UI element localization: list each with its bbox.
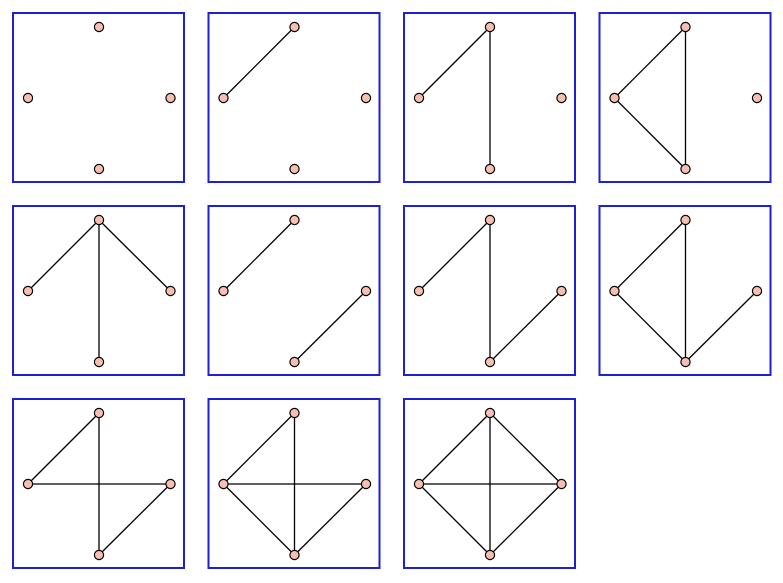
node-bottom <box>289 356 300 368</box>
edge-left-top <box>614 26 686 99</box>
node-right <box>556 285 567 297</box>
node-right <box>556 92 567 104</box>
graph-panel-9 <box>12 398 185 569</box>
node-right <box>360 478 372 490</box>
edge-left-top <box>223 412 295 485</box>
node-bottom <box>484 163 496 175</box>
panel-frame <box>207 205 381 376</box>
edge-left-top <box>614 219 686 292</box>
node-right <box>165 478 176 490</box>
node-top <box>484 214 496 226</box>
edge-left-top <box>418 219 491 292</box>
edge-bottom-right <box>489 483 562 556</box>
edge-left-bottom <box>223 483 295 556</box>
node-left <box>609 285 620 297</box>
edge-bottom-right <box>98 483 171 556</box>
node-right <box>751 92 763 104</box>
node-bottom <box>484 356 496 368</box>
node-bottom <box>93 356 105 368</box>
edge-left-bottom <box>614 290 686 363</box>
node-top <box>289 21 300 33</box>
node-top <box>289 407 300 419</box>
node-right <box>165 285 176 297</box>
edge-left-bottom <box>418 483 491 556</box>
node-right <box>360 285 372 297</box>
edge-left-top <box>27 412 100 485</box>
edge-bottom-right <box>489 290 562 363</box>
panel-frame <box>12 12 185 183</box>
node-right <box>556 478 567 490</box>
graph-panel-6 <box>207 205 381 376</box>
node-bottom <box>93 549 105 561</box>
node-bottom <box>289 163 300 175</box>
node-top <box>484 407 496 419</box>
graph-panel-4 <box>598 12 772 183</box>
edge-left-top <box>418 412 491 485</box>
node-left <box>22 285 34 297</box>
edge-left-top <box>418 26 491 99</box>
edge-top-right <box>98 219 171 292</box>
node-right <box>751 285 763 297</box>
node-right <box>360 92 372 104</box>
node-left <box>218 285 229 297</box>
node-left <box>22 92 34 104</box>
node-top <box>93 21 105 33</box>
node-bottom <box>680 163 691 175</box>
graph-panel-5 <box>12 205 185 376</box>
node-top <box>680 21 691 33</box>
edge-left-top <box>27 219 100 292</box>
node-bottom <box>484 549 496 561</box>
panel-frame <box>207 12 381 183</box>
graph-panel-7 <box>403 205 576 376</box>
node-bottom <box>93 163 105 175</box>
edge-bottom-right <box>294 290 367 363</box>
edge-left-bottom <box>614 97 686 170</box>
edge-left-top <box>223 26 295 99</box>
edge-left-top <box>223 219 295 292</box>
node-top <box>484 21 496 33</box>
graph-panel-10 <box>207 398 381 569</box>
edge-bottom-right <box>685 290 758 363</box>
graph-panel-2 <box>207 12 381 183</box>
node-top <box>93 214 105 226</box>
edge-bottom-right <box>294 483 367 556</box>
node-top <box>93 407 105 419</box>
node-left <box>218 92 229 104</box>
graph-panel-8 <box>598 205 772 376</box>
node-bottom <box>680 356 691 368</box>
node-bottom <box>289 549 300 561</box>
graph-panel-3 <box>403 12 576 183</box>
node-left <box>413 92 425 104</box>
node-top <box>289 214 300 226</box>
node-left <box>218 478 229 490</box>
node-left <box>22 478 34 490</box>
node-left <box>609 92 620 104</box>
node-left <box>413 285 425 297</box>
node-left <box>413 478 425 490</box>
node-right <box>165 92 176 104</box>
edge-top-right <box>489 412 562 485</box>
node-top <box>680 214 691 226</box>
graph-panel-1 <box>12 12 185 183</box>
graph-panel-11 <box>403 398 576 569</box>
